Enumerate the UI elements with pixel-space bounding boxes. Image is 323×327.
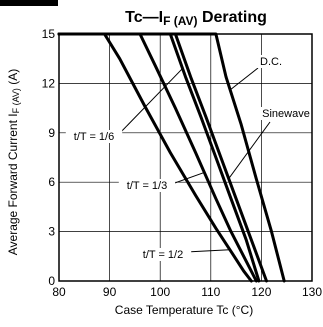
annotations: D.C. Sinewave t/T = 1/6 t/T = 1/3 t/T = 1/2 — [65, 55, 312, 261]
y-tick-label: 6 — [48, 175, 55, 189]
series-line-t-t-1-6 — [57, 32, 261, 283]
annotation-label-t-t-1-3: t/T = 1/3 — [127, 180, 167, 192]
annotation-label-d-c: D.C. — [260, 56, 282, 68]
chart-title-tail: Derating — [198, 9, 267, 26]
annotation-leader-t-t-1-6 — [117, 68, 183, 136]
x-tick-label: 80 — [52, 285, 66, 299]
annotation-bg-t-t-1-6 — [65, 130, 123, 143]
x-axis-label: Case Temperature Tc (°C) — [115, 303, 253, 317]
y-tick-label: 0 — [48, 274, 55, 288]
chart-title-main: Tc—I — [125, 9, 163, 26]
x-tick-label: 100 — [150, 285, 170, 299]
chart-title: Tc—IF (AV) Derating — [125, 9, 267, 28]
annotation-leader-sinewave — [228, 121, 271, 180]
series-line-t-t-1-2 — [57, 32, 253, 283]
plot-frame — [58, 33, 313, 282]
annotation-bg-t-t-1-3 — [118, 179, 176, 192]
annotation-bg-sinewave — [260, 107, 312, 120]
y-tick-label: 15 — [42, 27, 56, 41]
annotation-label-sinewave: Sinewave — [262, 108, 310, 120]
annotation-bg-t-t-1-2 — [134, 248, 192, 261]
series-line-sinewave — [57, 32, 268, 283]
y-axis-label-tail: (A) — [6, 69, 20, 88]
annotation-leader-t-t-1-3 — [171, 171, 205, 185]
y-tick-label: 3 — [48, 225, 55, 239]
x-tick-label: 120 — [251, 285, 271, 299]
series-line-t-t-1-3 — [57, 32, 258, 283]
annotation-label-t-t-1-6: t/T = 1/6 — [74, 131, 114, 143]
chart-title-sub: F (AV) — [163, 14, 197, 28]
annotation-bg-d-c — [256, 55, 286, 68]
annotation-label-t-t-1-2: t/T = 1/2 — [143, 249, 183, 261]
x-tick-label: 130 — [302, 285, 322, 299]
x-tick-label: 110 — [201, 285, 220, 299]
annotation-leader-t-t-1-2 — [185, 249, 230, 253]
annotation-leader-d-c — [229, 67, 259, 91]
y-axis-label-main: Average Forward Current I — [6, 113, 20, 255]
y-tick-label: 12 — [42, 76, 56, 90]
tick-labels: 80 90 100 110 120 130 0 3 6 9 12 15 — [42, 27, 323, 299]
header-rule — [0, 0, 58, 6]
x-tick-label: 90 — [103, 285, 117, 299]
curves — [57, 32, 286, 283]
y-axis-label: Average Forward Current IF (AV) (A) — [6, 69, 21, 256]
y-axis-label-sub: F (AV) — [11, 88, 21, 113]
y-tick-label: 9 — [48, 126, 55, 140]
